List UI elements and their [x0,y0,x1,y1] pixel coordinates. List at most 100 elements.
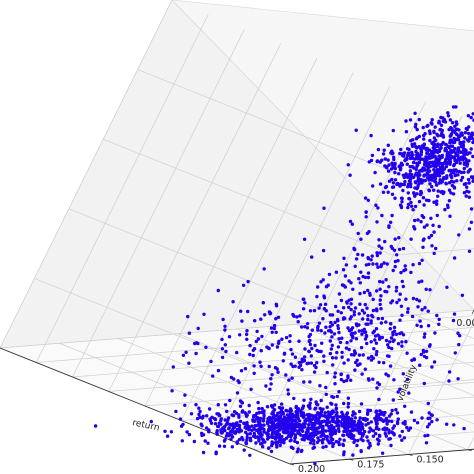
data-point [361,353,365,357]
data-point [405,156,409,160]
data-point [343,274,348,278]
data-point [437,322,441,326]
data-point [419,168,423,172]
data-point [343,422,347,427]
data-point [358,430,362,434]
data-point [417,280,421,284]
data-point [372,329,376,333]
data-point [235,391,240,395]
data-point [223,418,227,422]
data-point [347,305,351,309]
data-point [280,337,284,341]
data-point [268,312,272,316]
data-point [314,413,318,418]
data-point [299,449,303,454]
data-point [387,285,391,289]
data-point [374,341,379,345]
data-point [420,416,424,420]
data-point [424,349,429,353]
data-point [422,237,426,241]
data-point [316,436,320,440]
data-point [428,343,432,347]
data-point [390,213,394,218]
data-point [417,299,422,303]
data-point [467,227,472,231]
data-point [370,254,374,258]
data-point [325,405,329,409]
data-point [455,179,459,183]
data-point [421,157,425,161]
data-point [363,302,367,307]
data-point [317,306,321,310]
data-point [247,403,251,408]
data-point [452,423,456,427]
data-point [359,449,363,454]
data-point [300,437,304,441]
data-point [231,422,235,426]
data-point [196,326,200,331]
data-point [471,112,474,116]
data-point [245,413,249,417]
data-point [284,373,288,377]
data-point [400,200,404,204]
data-point [380,246,384,250]
y-tick-label: 0.200 [298,464,325,474]
data-point [449,154,454,159]
data-point [428,182,432,186]
data-point [359,437,363,441]
data-point [322,354,326,358]
data-point [285,409,289,413]
data-point [194,403,198,407]
data-point [238,404,243,408]
data-point [441,162,446,166]
data-point [330,394,334,399]
data-point [406,310,410,314]
data-point [441,191,445,196]
data-point [282,352,287,356]
data-point [357,409,362,414]
data-point [432,251,436,256]
data-point [393,196,397,200]
data-point [349,281,353,285]
data-point [278,443,282,448]
data-point [352,313,356,317]
data-point [287,422,291,426]
data-point [465,185,469,189]
data-point [258,424,262,429]
data-point [410,150,414,155]
data-point [346,396,350,400]
data-point [427,148,432,152]
data-point [366,314,370,318]
data-point [225,421,229,425]
data-point [432,188,436,192]
data-point [404,119,408,123]
data-point [180,439,184,443]
data-point [392,325,397,330]
data-point [341,268,346,272]
data-point [329,330,334,334]
data-point [365,341,369,346]
data-point [263,440,267,444]
data-point [399,205,404,210]
data-point [410,358,414,362]
data-point [422,225,427,229]
data-point [362,290,367,295]
data-point [333,320,337,325]
data-point [320,341,324,345]
data-point [281,359,285,363]
data-point [308,380,312,384]
data-point [418,173,422,177]
data-point [426,161,430,165]
data-point [315,361,319,365]
data-point [390,419,394,424]
data-point [272,403,277,407]
data-point [286,430,290,434]
data-point [358,420,362,424]
data-point [365,231,370,236]
data-point [260,334,264,339]
data-point [419,352,423,357]
data-point [436,194,440,198]
data-point [266,432,270,436]
data-point [366,421,371,426]
